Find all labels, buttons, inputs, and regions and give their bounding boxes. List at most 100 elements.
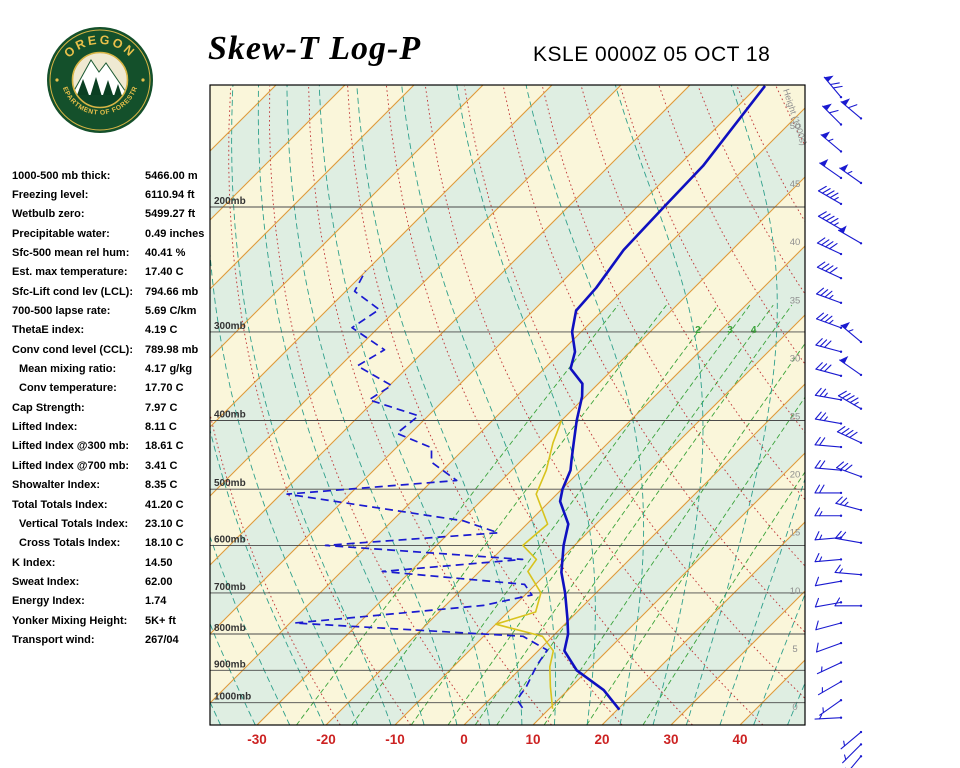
index-label: Sfc-Lift cond lev (LCL): (12, 285, 133, 298)
index-row: Energy Index: 1.74 (12, 592, 212, 611)
index-value: 4.17 g/kg (145, 363, 193, 376)
wind-barb (837, 225, 863, 245)
wind-barb (816, 661, 843, 675)
pressure-label: 1000mb (214, 692, 251, 703)
wind-barb (820, 131, 843, 153)
index-value: 6110.94 ft (145, 189, 195, 202)
index-label: Freezing level: (12, 189, 89, 202)
height-label: 45 (790, 179, 801, 190)
index-value: 62.00 (145, 575, 173, 588)
mixing-ratio-label: 2 (695, 325, 701, 336)
wind-barb (814, 436, 843, 449)
index-row: Est. max temperature: 17.40 C (12, 263, 212, 282)
wind-barb (839, 164, 863, 185)
index-row: 1000-500 mb thick: 5466.00 m (12, 166, 212, 185)
index-value: 18.61 C (145, 440, 184, 453)
logo-ring (49, 29, 151, 131)
wind-barb (814, 576, 843, 587)
index-label: Showalter Index: (12, 479, 101, 492)
index-label: ThetaE index: (12, 324, 85, 337)
wind-barb (815, 338, 843, 353)
index-value: 794.66 mb (145, 285, 199, 298)
index-value: 5.69 C/km (145, 305, 197, 318)
index-label: Mean mixing ratio: (19, 363, 117, 376)
index-label: Total Totals Index: (12, 498, 108, 511)
wind-barb (814, 714, 843, 720)
index-value: 41.20 C (145, 498, 184, 511)
wind-barb (814, 484, 843, 495)
index-value: 8.11 C (145, 421, 177, 434)
index-label: Est. max temperature: (12, 266, 128, 279)
wetbulb-curve (495, 420, 563, 709)
index-row: Sfc-Lift cond lev (LCL): 794.66 mb (12, 282, 212, 301)
sounding-curves (286, 85, 767, 711)
index-row: Yonker Mixing Height: 5K+ ft (12, 611, 212, 630)
index-value: 789.98 mb (145, 343, 199, 356)
index-label: Lifted Index @700 mb: (12, 459, 130, 472)
index-value: 4.19 C (145, 324, 178, 337)
wind-barb (845, 755, 863, 768)
index-label: Cap Strength: (12, 401, 85, 414)
wind-barb (817, 185, 843, 206)
wind-barb (842, 743, 863, 764)
mixing-ratio-label: 4 (751, 325, 757, 336)
height-label: 25 (790, 412, 801, 423)
tree-icon (89, 77, 103, 100)
temp-axis-label: 30 (663, 732, 678, 747)
index-value: 23.10 C (145, 517, 184, 530)
indices-panel: 1000-500 mb thick: 5466.00 m Freezing leve… (12, 166, 212, 650)
index-row: Conv cond level (CCL): 789.98 mb (12, 340, 212, 359)
index-row: ThetaE index: 4.19 C (12, 321, 212, 340)
index-label: Lifted Index: (12, 421, 78, 434)
mixing-ratio-labels: 2 3 4 (695, 325, 757, 336)
index-value: 14.50 (145, 556, 173, 569)
height-label: 5 (792, 644, 797, 655)
index-label: Yonker Mixing Height: (12, 614, 128, 627)
wind-barb (822, 103, 843, 126)
temp-axis-label: -20 (316, 732, 336, 747)
index-label: 700-500 lapse rate: (12, 305, 111, 318)
logo-inner-ring (71, 51, 129, 109)
index-value: 17.70 C (145, 382, 184, 395)
index-label: Energy Index: (12, 595, 85, 608)
index-label: Cross Totals Index: (19, 537, 121, 550)
index-row: Total Totals Index: 41.20 C (12, 495, 212, 514)
height-label: 30 (790, 353, 801, 364)
wind-barb (840, 322, 863, 344)
index-row: Lifted Index @300 mb: 18.61 C (12, 437, 212, 456)
index-value: 5499.27 ft (145, 208, 196, 221)
index-row: Transport wind: 267/04 (12, 630, 212, 649)
wind-barb (823, 75, 843, 99)
wind-barb (839, 356, 863, 377)
wind-barb (816, 287, 843, 305)
temp-axis-label: 10 (525, 732, 540, 747)
dewpoint-curve (286, 270, 549, 709)
height-label: 40 (790, 237, 801, 248)
height-label: 20 (790, 470, 801, 481)
temp-axis-label: -10 (385, 732, 405, 747)
height-label: 35 (790, 295, 801, 306)
wind-barb (819, 159, 843, 180)
index-row: Lifted Index: 8.11 C (12, 417, 212, 436)
height-label: 50 (790, 121, 801, 132)
index-row: Conv temperature: 17.70 C (12, 379, 212, 398)
index-label: K Index: (12, 556, 56, 569)
index-label: Precipitable water: (12, 227, 110, 240)
height-label: 0 (792, 702, 797, 713)
index-value: 7.97 C (145, 401, 178, 414)
index-value: 267/04 (145, 633, 179, 646)
wind-barb (834, 597, 863, 607)
index-label: Conv cond level (CCL): (12, 343, 134, 356)
index-row: Freezing level: 6110.94 ft (12, 185, 212, 204)
wind-barb (814, 507, 843, 517)
temperature-curve (558, 85, 767, 711)
pressure-label: 700mb (214, 582, 246, 593)
index-row: Precipitable water: 0.49 inches (12, 224, 212, 243)
temp-axis-labels: -30 -20 -10 0 10 20 30 40 (247, 732, 747, 747)
index-value: 5K+ ft (145, 614, 176, 627)
wind-barbs (814, 75, 863, 768)
wind-barb (819, 699, 843, 716)
index-value: 8.35 C (145, 479, 178, 492)
tree-icon (102, 80, 114, 98)
chart-border (209, 84, 806, 726)
